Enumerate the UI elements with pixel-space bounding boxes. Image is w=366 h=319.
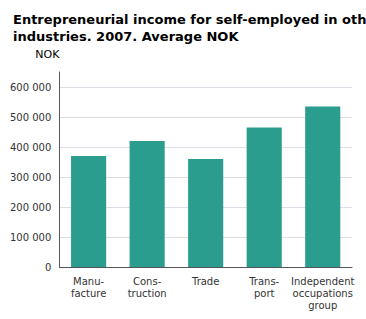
svg-text:0: 0 bbox=[45, 262, 51, 273]
svg-text:Trans-: Trans- bbox=[248, 276, 279, 287]
svg-text:port: port bbox=[254, 288, 275, 299]
svg-text:group: group bbox=[308, 300, 337, 311]
svg-text:Trade: Trade bbox=[191, 276, 219, 287]
svg-text:Manu-: Manu- bbox=[73, 276, 104, 287]
svg-text:facture: facture bbox=[71, 288, 106, 299]
svg-text:industries. 2007. Average NOK: industries. 2007. Average NOK bbox=[13, 29, 239, 44]
svg-text:100 000: 100 000 bbox=[10, 232, 51, 243]
svg-text:occupations: occupations bbox=[293, 288, 353, 299]
svg-text:600 000: 600 000 bbox=[10, 82, 51, 93]
svg-text:500 000: 500 000 bbox=[10, 112, 51, 123]
svg-text:NOK: NOK bbox=[35, 48, 60, 61]
svg-text:Entrepreneurial income for sel: Entrepreneurial income for self-employed… bbox=[13, 12, 366, 27]
svg-text:400 000: 400 000 bbox=[10, 142, 51, 153]
svg-text:Cons-: Cons- bbox=[133, 276, 162, 287]
svg-text:300 000: 300 000 bbox=[10, 172, 51, 183]
svg-text:truction: truction bbox=[128, 288, 167, 299]
svg-text:200 000: 200 000 bbox=[10, 202, 51, 213]
svg-text:Independent: Independent bbox=[291, 276, 354, 287]
